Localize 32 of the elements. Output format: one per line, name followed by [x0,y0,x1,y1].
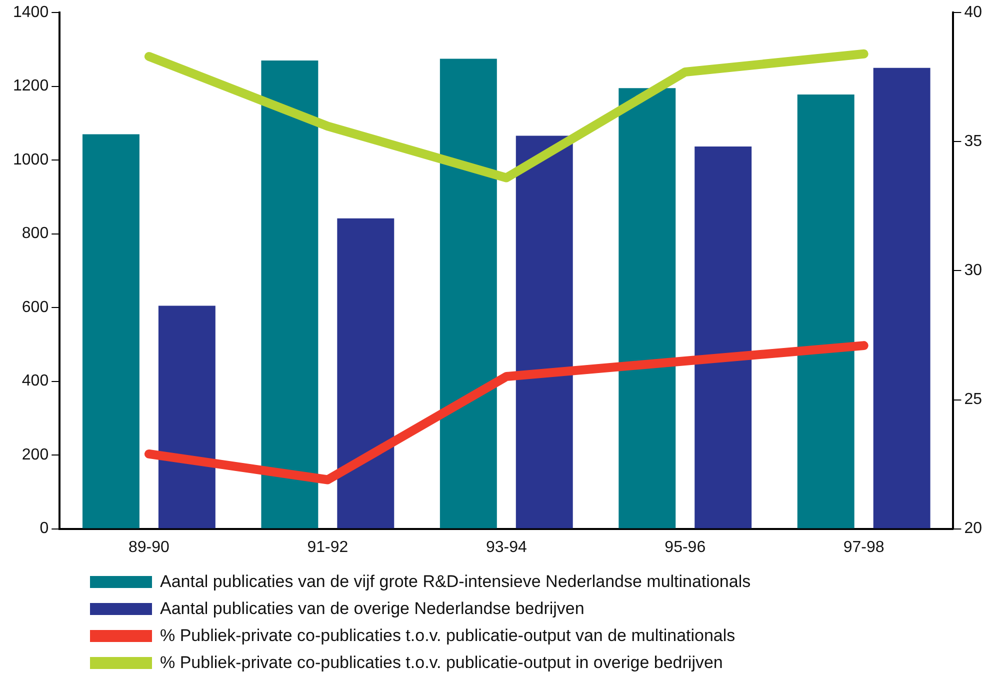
legend-label: % Publiek-private co-publicaties t.o.v. publicatie-output van de multinationals [160,626,736,646]
x-tick-label: 95-96 [664,538,706,556]
y2-tick-label: 40 [964,4,982,22]
y2-tick-label: 30 [964,262,982,280]
bar [694,146,752,528]
y2-tick-label: 25 [964,391,982,408]
bar [873,68,930,528]
x-tick-label: 89-90 [128,538,170,556]
y-tick-label: 1000 [13,151,49,168]
legend-label: % Publiek-private co-publicaties t.o.v. publicatie-output in overige bedrijven [160,652,723,672]
bar [797,94,854,528]
x-tick-label: 93-94 [486,538,527,556]
bar [82,134,140,528]
y2-tick-label: 35 [964,133,982,150]
bar [158,306,216,528]
legend-label: Aantal publicaties van de overige Nederlandse bedrijven [160,598,584,618]
y-tick-label: 600 [22,298,49,316]
y-tick-label: 1400 [13,4,49,22]
bar [337,218,394,528]
x-tick-label: 91-92 [307,538,348,556]
bar [516,136,573,528]
y-tick-label: 1200 [13,78,49,95]
x-tick-label: 97-98 [843,538,884,556]
bar [618,88,676,528]
y-tick-label: 200 [22,446,49,464]
y2-tick-label: 20 [964,520,982,538]
y-tick-label: 0 [40,520,49,538]
y-tick-label: 800 [22,225,49,242]
legend-label: Aantal publicaties van de vijf grote R&D-intensieve Nederlandse multinationals [160,572,751,592]
bar [440,58,497,528]
y-tick-label: 400 [22,372,49,390]
bar [261,60,318,528]
